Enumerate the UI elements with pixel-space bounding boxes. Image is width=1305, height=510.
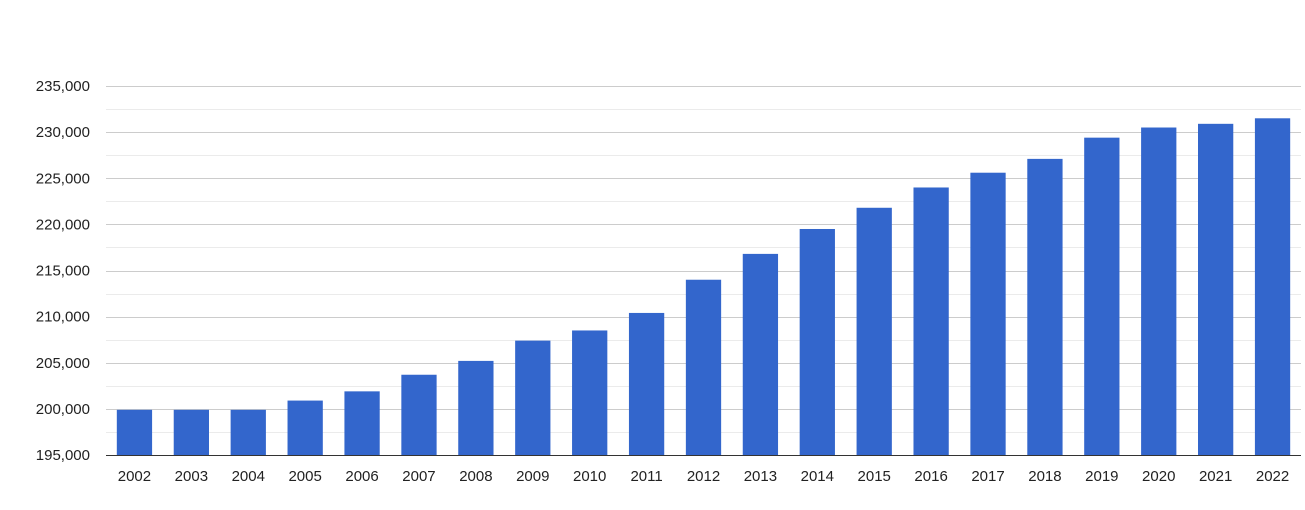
bar-2006 xyxy=(344,391,380,455)
bar-2011 xyxy=(628,312,665,455)
x-tick-label: 2012 xyxy=(687,468,720,485)
bar-2009 xyxy=(515,340,551,455)
bar-2014 xyxy=(799,228,835,455)
x-tick-label: 2022 xyxy=(1256,468,1289,485)
y-tick-label: 225,000 xyxy=(36,170,90,187)
x-tick-label: 2002 xyxy=(118,468,151,485)
x-tick-label: 2003 xyxy=(175,468,208,485)
x-tick-label: 2008 xyxy=(459,468,492,485)
bar-2020 xyxy=(1141,127,1177,455)
bar-2012 xyxy=(685,279,722,455)
bar-2008 xyxy=(458,360,494,455)
bar-2016 xyxy=(913,187,949,456)
x-axis-tick-labels: 2002 2003 2004 2005 2006 2007 2008 2009 2010 2011… xyxy=(118,468,1289,485)
y-tick-label: 205,000 xyxy=(36,355,90,372)
x-tick-label: 2016 xyxy=(914,468,947,485)
x-tick-label: 2017 xyxy=(971,468,1004,485)
bar-2005 xyxy=(287,400,323,455)
x-tick-label: 2019 xyxy=(1085,468,1118,485)
x-tick-label: 2021 xyxy=(1199,468,1232,485)
bar-2021 xyxy=(1198,123,1234,455)
x-tick-label: 2005 xyxy=(288,468,321,485)
bar-2019 xyxy=(1084,137,1120,455)
bar-2010 xyxy=(572,330,608,455)
y-tick-label: 230,000 xyxy=(36,124,90,141)
y-tick-label: 220,000 xyxy=(36,216,90,233)
x-tick-label: 2020 xyxy=(1142,468,1175,485)
bar-2013 xyxy=(742,253,779,455)
bar-2015 xyxy=(856,207,892,455)
bar-2007 xyxy=(401,374,437,455)
bar-2002 xyxy=(116,409,153,455)
x-tick-label: 2015 xyxy=(858,468,891,485)
y-tick-label: 235,000 xyxy=(36,78,90,95)
bar-2018 xyxy=(1027,158,1063,455)
y-tick-label: 195,000 xyxy=(36,447,90,464)
x-tick-label: 2004 xyxy=(232,468,265,485)
x-tick-label: 2014 xyxy=(801,468,834,485)
x-tick-label: 2018 xyxy=(1028,468,1061,485)
y-tick-label: 215,000 xyxy=(36,263,90,280)
x-tick-label: 2009 xyxy=(516,468,549,485)
bar-2004 xyxy=(230,409,266,455)
bar-2017 xyxy=(970,172,1006,455)
y-axis-tick-labels: 195,000 200,000 205,000 210,000 215,000 220,0… xyxy=(36,78,90,464)
x-tick-label: 2007 xyxy=(402,468,435,485)
bar-2003 xyxy=(173,409,209,455)
x-tick-label: 2010 xyxy=(573,468,606,485)
x-tick-label: 2011 xyxy=(630,468,662,485)
bar-2022 xyxy=(1254,118,1291,455)
x-tick-label: 2006 xyxy=(345,468,378,485)
y-tick-label: 210,000 xyxy=(36,309,90,326)
bars xyxy=(116,118,1291,456)
x-tick-label: 2013 xyxy=(744,468,777,485)
y-tick-label: 200,000 xyxy=(36,401,90,418)
